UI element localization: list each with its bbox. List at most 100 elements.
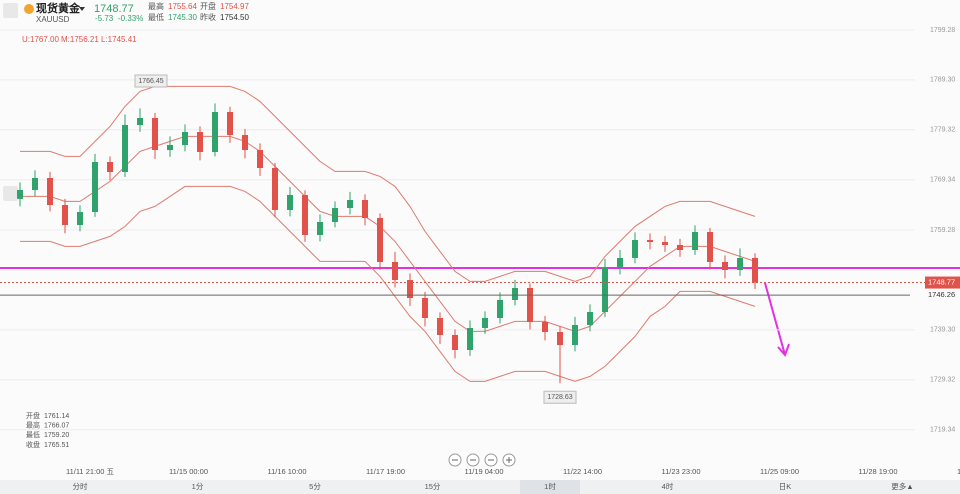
candle-body bbox=[272, 168, 278, 210]
info-value: 1766.07 bbox=[44, 423, 69, 430]
x-tick-label: 11/11 21:00 五 bbox=[66, 467, 115, 476]
candle-body bbox=[347, 200, 353, 208]
close-button[interactable] bbox=[3, 3, 18, 18]
tab[interactable]: 15分 bbox=[425, 482, 441, 491]
x-tick-label: 11/22 14:00 bbox=[563, 467, 602, 476]
candle-body bbox=[77, 212, 83, 225]
candle-body bbox=[587, 312, 593, 325]
candle-body bbox=[182, 132, 188, 145]
symbol-icon bbox=[24, 4, 34, 14]
last-price: 1748.77 bbox=[928, 278, 955, 287]
annotation-box bbox=[134, 74, 168, 88]
annotation-box bbox=[543, 390, 577, 404]
info-value: 1759.20 bbox=[44, 432, 69, 439]
last-price-tag bbox=[925, 276, 960, 289]
candle-body bbox=[467, 328, 473, 350]
ref-price: 1746.26 bbox=[928, 290, 955, 299]
tab[interactable]: 分时 bbox=[73, 481, 88, 491]
candle-body bbox=[242, 135, 248, 150]
candle-body bbox=[122, 125, 128, 172]
tab[interactable]: 4时 bbox=[662, 481, 674, 491]
candle-body bbox=[197, 132, 203, 152]
x-tick-label: 11/30 03:00 bbox=[957, 467, 960, 476]
code: XAUUSD bbox=[36, 15, 70, 24]
y-tick-label: 1789.30 bbox=[930, 77, 955, 84]
tab-selected bbox=[520, 480, 580, 494]
candle-body bbox=[497, 300, 503, 318]
info-label: 收盘 bbox=[26, 440, 40, 449]
y-tick-label: 1759.28 bbox=[930, 227, 955, 234]
change-pct: -0.33% bbox=[118, 14, 143, 23]
candle-body bbox=[32, 178, 38, 190]
info-label: 最高 bbox=[26, 421, 40, 430]
x-tick-label: 11/15 00:00 bbox=[169, 467, 208, 476]
x-tick-label: 11/16 10:00 bbox=[267, 467, 306, 476]
x-tick-label: 11/23 23:00 bbox=[661, 467, 700, 476]
tab[interactable]: 5分 bbox=[309, 482, 321, 491]
band-line bbox=[20, 85, 756, 282]
candle-body bbox=[137, 118, 143, 125]
x-tick-label: 11/17 19:00 bbox=[366, 467, 405, 476]
zoom-controls bbox=[448, 453, 516, 467]
stat-value: 1755.64 bbox=[168, 2, 197, 11]
dropdown-caret[interactable] bbox=[79, 7, 85, 11]
y-tick-label: 1739.30 bbox=[930, 327, 955, 334]
candle-body bbox=[512, 288, 518, 300]
candle-body bbox=[377, 218, 383, 262]
info-label: 最低 bbox=[26, 430, 40, 439]
candle-body bbox=[167, 145, 173, 150]
candle-body bbox=[527, 288, 533, 322]
candle-body bbox=[407, 280, 413, 298]
candle-body bbox=[422, 298, 428, 318]
candle-body bbox=[227, 112, 233, 135]
x-tick-label: 11/28 19:00 bbox=[858, 467, 897, 476]
tab[interactable]: 更多▲ bbox=[891, 481, 913, 491]
candle-body bbox=[332, 208, 338, 222]
stat-value: 1754.97 bbox=[220, 2, 249, 11]
candle-body bbox=[482, 318, 488, 328]
info-value: 1761.14 bbox=[44, 413, 69, 420]
candle-body bbox=[92, 162, 98, 212]
price: 1748.77 bbox=[94, 3, 134, 15]
candle-body bbox=[152, 118, 158, 150]
x-tick-label: 11/19 04:00 bbox=[464, 467, 503, 476]
y-tick-label: 1769.34 bbox=[930, 177, 955, 184]
y-tick-label: 1719.34 bbox=[930, 427, 955, 434]
candle-body bbox=[647, 240, 653, 242]
candle-body bbox=[692, 232, 698, 250]
tab[interactable]: 1时 bbox=[544, 481, 556, 491]
candle-body bbox=[17, 190, 23, 199]
stat-value: 1745.30 bbox=[168, 13, 197, 22]
tab[interactable]: 1分 bbox=[192, 482, 204, 491]
stat-label: 最高 bbox=[148, 1, 164, 11]
candle-body bbox=[287, 195, 293, 210]
candle-body bbox=[362, 200, 368, 218]
tool-button[interactable] bbox=[3, 186, 18, 201]
candle-body bbox=[62, 205, 68, 225]
indicator: L:1745.41 bbox=[101, 35, 137, 44]
stat-label: 最低 bbox=[148, 12, 164, 22]
candle-body bbox=[602, 268, 608, 312]
stat-value: 1754.50 bbox=[220, 13, 249, 22]
info-label: 开盘 bbox=[26, 411, 40, 420]
high-annotation: 1766.45 bbox=[138, 78, 163, 85]
band-line bbox=[20, 185, 756, 382]
info-value: 1765.51 bbox=[44, 442, 69, 449]
candle-body bbox=[257, 150, 263, 168]
candle-body bbox=[752, 258, 758, 283]
tab-bar bbox=[0, 480, 960, 494]
stat-label: 开盘 bbox=[200, 1, 216, 11]
change: -5.73 bbox=[95, 14, 114, 23]
candle-body bbox=[722, 262, 728, 270]
band-line bbox=[20, 135, 756, 332]
stat-label: 昨收 bbox=[200, 12, 216, 22]
indicator: M:1756.21 bbox=[61, 35, 99, 44]
tab[interactable]: 日K bbox=[779, 482, 792, 491]
y-tick-label: 1779.32 bbox=[930, 127, 955, 134]
candle-body bbox=[317, 222, 323, 235]
candle-body bbox=[707, 232, 713, 262]
candle-body bbox=[737, 258, 743, 270]
candle-body bbox=[557, 332, 563, 345]
